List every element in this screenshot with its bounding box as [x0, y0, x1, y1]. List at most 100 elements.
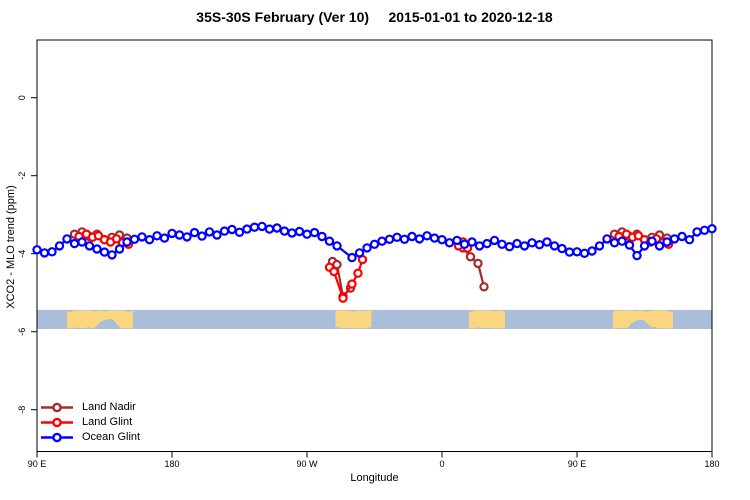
y-tick-label: -6 [17, 328, 27, 336]
x-tick-label: 90 E [28, 459, 47, 469]
data-point [353, 268, 363, 278]
data-point [84, 241, 95, 251]
data-point [174, 230, 185, 240]
x-axis: 90 E 180 90 W 0 90 E 180 [28, 451, 720, 469]
data-point [467, 237, 477, 247]
data-point [219, 226, 230, 236]
data-point [362, 243, 372, 253]
data-point [62, 234, 72, 244]
data-point [444, 238, 455, 248]
data-point [32, 245, 42, 255]
legend-swatch-land-nadir-icon [41, 402, 73, 413]
y-tick-label: -2 [17, 172, 27, 180]
data-point [707, 223, 717, 234]
data-point [527, 238, 537, 248]
legend-item-ocean-glint: Ocean Glint [40, 430, 140, 445]
legend: Land Nadir Land Glint Ocean Glint [40, 400, 140, 445]
data-point [465, 252, 476, 262]
data-point [129, 234, 140, 244]
data-point [77, 237, 87, 247]
data-point [624, 240, 635, 250]
data-point [212, 230, 222, 240]
data-point [279, 226, 290, 236]
data-point [407, 231, 417, 242]
x-tick-label: 180 [164, 459, 179, 469]
data-point [459, 239, 470, 249]
data-point [422, 231, 432, 241]
data-point [572, 247, 582, 257]
y-tick-label: 0 [17, 95, 27, 100]
data-point [329, 266, 339, 277]
data-point [399, 234, 410, 244]
data-point [632, 250, 642, 261]
land-patch-south-america [335, 310, 372, 329]
data-point [479, 282, 489, 292]
y-axis: 0 -2 -4 -6 -8 [17, 95, 37, 414]
y-tick-label: -4 [17, 250, 27, 258]
land-patch-australia-wrap [613, 310, 673, 329]
data-point [92, 244, 102, 254]
data-point [662, 237, 672, 247]
data-point [332, 241, 342, 251]
data-point [429, 233, 440, 243]
data-point [482, 238, 492, 249]
data-point [684, 234, 695, 245]
data-point [384, 234, 395, 244]
data-point [69, 238, 80, 249]
land-patch-south-africa [469, 310, 505, 329]
legend-label: Ocean Glint [82, 431, 141, 443]
legend-swatch-ocean-glint-icon [41, 432, 73, 443]
data-point [542, 237, 552, 247]
data-point [272, 223, 282, 233]
legend-item-land-glint: Land Glint [40, 415, 140, 430]
legend-label: Land Nadir [82, 401, 136, 413]
data-point [609, 238, 620, 248]
data-point [677, 231, 687, 242]
data-point [669, 234, 680, 244]
data-point [474, 241, 485, 251]
data-point [377, 236, 387, 246]
data-point [249, 222, 260, 232]
data-point [287, 228, 297, 238]
x-tick-label: 90 E [568, 459, 587, 469]
data-point [557, 243, 567, 254]
data-point [347, 279, 357, 289]
data-point [452, 235, 462, 246]
data-point [692, 227, 702, 237]
data-point [587, 246, 597, 256]
x-tick-label: 180 [704, 459, 719, 469]
data-point [302, 229, 312, 239]
data-point [197, 231, 207, 241]
data-point [99, 247, 110, 257]
data-point [534, 239, 545, 250]
data-point [347, 252, 357, 263]
data-point [107, 250, 117, 260]
data-point [167, 228, 177, 239]
data-point [294, 226, 305, 237]
data-point [324, 236, 335, 246]
data-point [639, 241, 650, 251]
data-point [189, 227, 200, 238]
data-point [114, 244, 125, 254]
data-point [264, 224, 275, 234]
chart-title: 35S-30S February (Ver 10) 2015-01-01 to … [196, 9, 553, 25]
data-point [227, 224, 237, 235]
ocean-strip [37, 309, 712, 329]
data-point [317, 231, 327, 242]
data-point [647, 236, 657, 246]
data-point [242, 224, 252, 234]
data-point [437, 234, 447, 245]
data-point [549, 241, 560, 251]
series-ocean-glint [32, 221, 717, 263]
data-point [602, 234, 612, 244]
data-point [309, 227, 320, 238]
data-point [159, 233, 170, 243]
data-point [54, 241, 65, 251]
data-point [369, 239, 380, 249]
data-point [699, 225, 710, 235]
legend-label: Land Glint [82, 416, 133, 428]
data-point [414, 234, 425, 244]
data-point [144, 234, 155, 245]
data-point [489, 235, 500, 246]
